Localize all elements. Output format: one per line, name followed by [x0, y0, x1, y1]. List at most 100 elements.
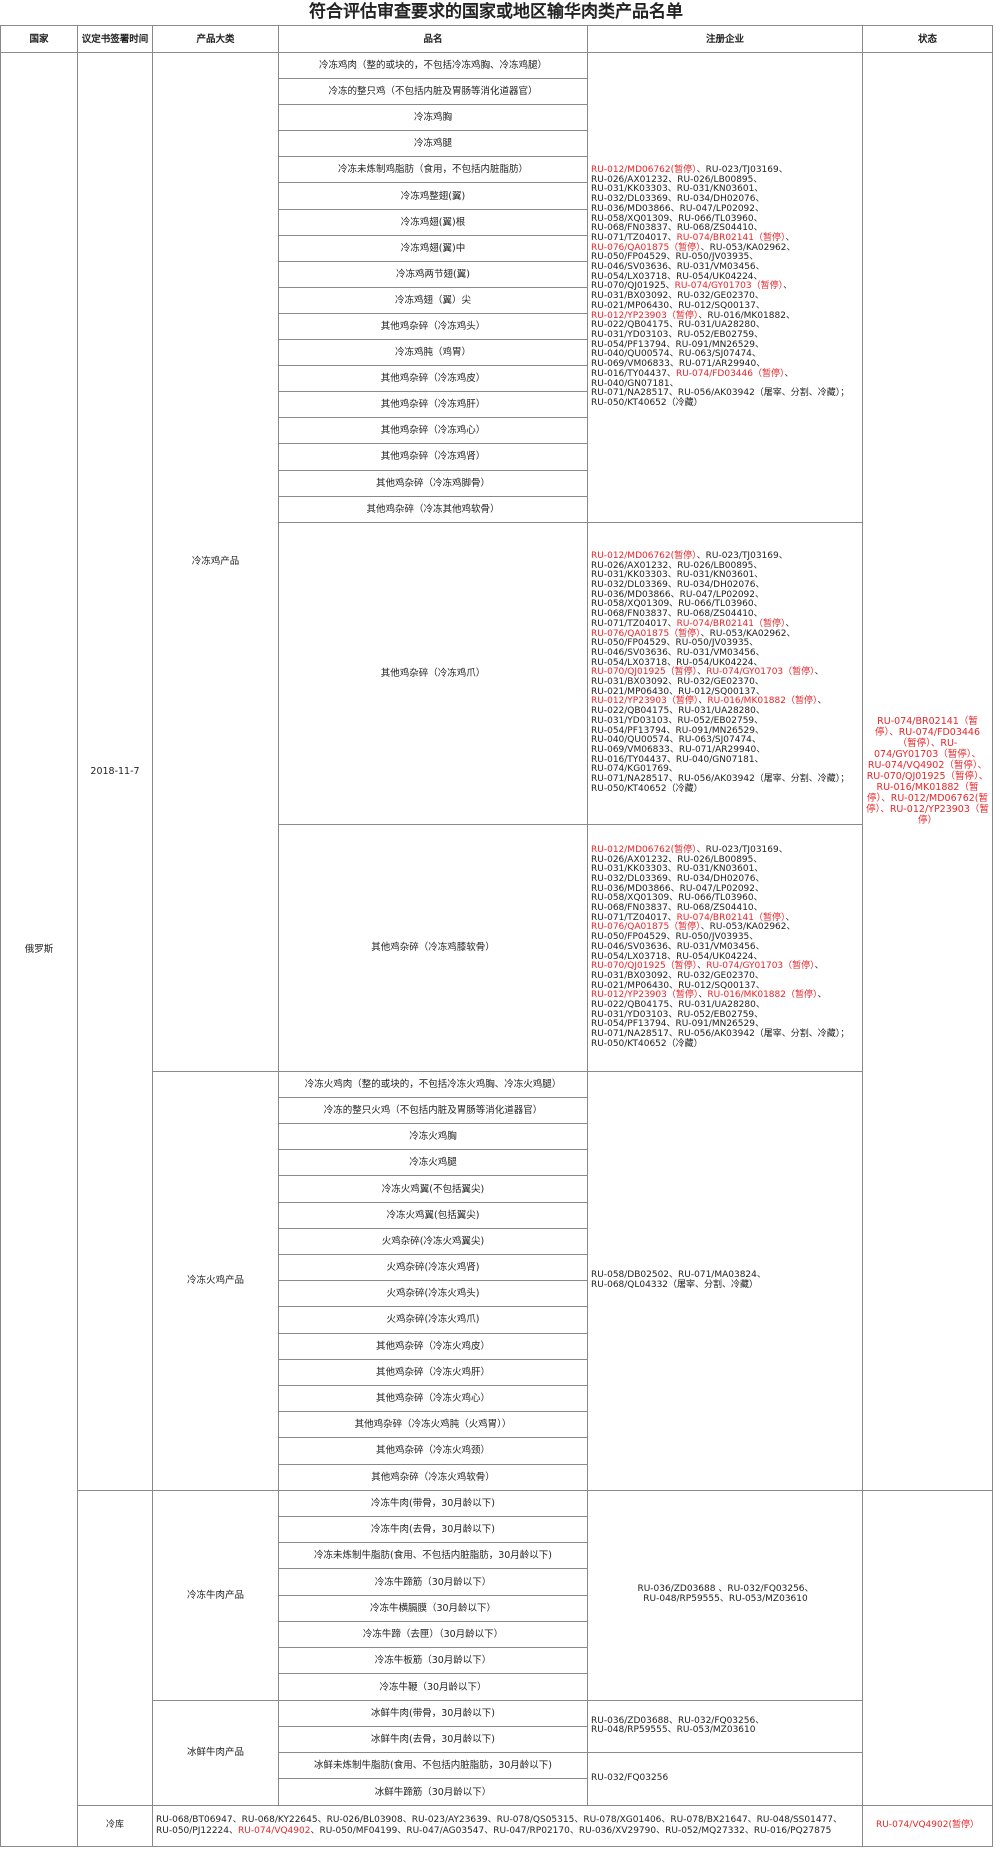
suspended-company: RU-074/BR02141（暂停）	[676, 912, 786, 923]
company-line: RU-058/XQ01309、RU-066/TL03960、	[591, 214, 860, 225]
product-name-cell: 其他鸡杂碎（冷冻火鸡皮）	[278, 1332, 588, 1360]
company-line: RU-076/QA01875（暂停）、RU-053/KA02962、	[591, 629, 860, 640]
company-line: RU-016/TY04437、RU-074/FD03446（暂停）、	[591, 368, 860, 380]
company-text: RU-054/PF13794、RU-091/MN26529、	[591, 725, 764, 736]
table-row: 冷冻未炼制鸡脂肪（食用，不包括内脏脂肪）	[1, 156, 993, 184]
company-text: RU-058/XQ01309、RU-066/TL03960、	[591, 599, 763, 610]
registered-companies-cell: RU-058/DB02502、RU-071/MA03824、 RU-068/QL0…	[587, 1070, 863, 1491]
company-text: RU-031/KK03303、RU-031/KN03601、	[591, 184, 764, 195]
product-name-cell: 冷冻鸡翅(翼)根	[278, 208, 588, 236]
company-line: RU-071/NA28517、RU-056/AK03942（屠宰、分割、冷藏）；	[591, 774, 860, 785]
company-text: RU-054/PF13794、RU-091/MN26529、	[591, 339, 764, 350]
company-line: RU-048/RP59555、RU-053/MZ03610	[591, 1594, 860, 1605]
table-row: 冷冻火鸡翼(包括翼尖)	[1, 1201, 993, 1229]
company-line: RU-040/GN07181、	[591, 378, 860, 390]
company-text: RU-054/LX03718、RU-054/UK04224、	[591, 657, 763, 668]
table-row: 冷冻鸡翅(翼)根	[1, 208, 993, 236]
product-name-cell: 火鸡杂碎(冷冻火鸡爪)	[278, 1306, 588, 1334]
product-name-cell: 其他鸡杂碎（冷冻鸡爪）	[278, 521, 588, 825]
table-row: 其他鸡杂碎（冷冻火鸡软骨）	[1, 1463, 993, 1491]
company-line: RU-036/MD03866、RU-047/LP02092、	[591, 590, 860, 601]
company-text: RU-040/QU00574、RU-063/SJ07474、	[591, 735, 761, 746]
table-row: 冷冻牛肉(去骨，30月龄以下)	[1, 1515, 993, 1544]
product-name-cell: 冷冻鸡胸	[278, 104, 588, 132]
category-cell: 冷冻鸡产品	[152, 52, 279, 1072]
company-line: RU-031/YD03103、RU-052/EB02759、	[591, 1009, 860, 1021]
company-line: RU-068/FN03837、RU-068/ZS04410、	[591, 609, 860, 620]
header-registered-companies: 注册企业	[587, 25, 863, 53]
company-line: RU-054/PF13794、RU-091/MN26529、	[591, 1020, 860, 1030]
company-text: RU-026/AX01232、RU-026/LB00895、	[591, 174, 763, 185]
table-row: 火鸡杂碎(冷冻火鸡头)	[1, 1280, 993, 1308]
company-text: 、	[814, 667, 824, 678]
company-text: RU-054/LX03718、RU-054/UK04224、	[591, 951, 763, 962]
product-name-cell: 冷冻火鸡翼(包括翼尖)	[278, 1201, 588, 1229]
company-text: RU-048/RP59555、RU-053/MZ03610	[591, 1725, 756, 1736]
company-line: RU-012/YP23903（暂停）、RU-016/MK01882（暂停）、	[591, 990, 860, 1001]
company-line: RU-069/VM06833、RU-071/AR29940、	[591, 359, 860, 370]
table-row: 俄罗斯 2018-11-7 冷冻鸡产品 冷冻鸡肉（整的或块的，不包括冷冻鸡胸、冷冻鸡腿…	[0, 51, 993, 1847]
company-text: RU-071/NA28517、RU-056/AK03942（屠宰、分割、冷藏）；	[591, 388, 850, 399]
company-line: RU-050/PJ12224、RU-074/VQ4902、RU-050/MF04…	[156, 1826, 860, 1837]
product-name-cell: 冰鲜牛蹄筋（30月龄以下）	[278, 1778, 588, 1806]
table-row: 冷冻鸡肫（鸡胃）	[1, 339, 993, 367]
company-text: RU-071/NA28517、RU-056/AK03942（屠宰、分割、冷藏）；	[591, 1029, 850, 1040]
company-line: RU-070/QJ01925（暂停）、RU-074/GY01703（暂停）、	[591, 667, 860, 678]
company-text: 、	[785, 912, 795, 923]
company-text: RU-069/VM06833、RU-071/AR29940、	[591, 744, 766, 755]
company-text: RU-032/DL03369、RU-034/DH02076、	[591, 194, 765, 205]
company-line: RU-054/LX03718、RU-054/UK04224、	[591, 951, 860, 963]
table-row: 其他鸡杂碎（冷冻鸡膝软骨） RU-012/MD06762(暂停）、RU-023/T…	[1, 823, 993, 1072]
company-text: RU-031/YD03103、RU-052/EB02759、	[591, 1009, 764, 1020]
registered-companies-cell: RU-036/ZD03688、RU-032/FQ03256、 RU-048/RP5…	[587, 1699, 863, 1754]
company-line: RU-031/BX03092、RU-032/GE02370、	[591, 677, 860, 688]
company-text: RU-069/VM06833、RU-071/AR29940、	[591, 359, 766, 370]
company-line: RU-031/YD03103、RU-052/EB02759、	[591, 330, 860, 341]
company-text: 、RU-023/TJ03169、	[696, 844, 788, 855]
company-text: RU-068/BT06947、RU-068/KY22645、RU-026/BL0…	[156, 1814, 843, 1825]
company-text: RU-032/DL03369、RU-034/DH02076、	[591, 873, 765, 884]
table-row: 冷冻鸡翅(翼)中	[1, 234, 993, 262]
table-row: 火鸡杂碎(冷冻火鸡肾)	[1, 1253, 993, 1282]
table-row: 冷冻火鸡胸	[1, 1123, 993, 1151]
company-text: RU-074/KG01769、	[591, 764, 678, 775]
company-line: RU-050/KT40652（冷藏）	[591, 1039, 860, 1050]
status-cell: RU-074/BR02141（暂停）、RU-074/FD03446（暂停）、RU…	[862, 52, 993, 1491]
product-name-cell: 冷冻鸡两节翅(翼)	[278, 260, 588, 288]
product-name-cell: 冷冻鸡肉（整的或块的，不包括冷冻鸡胸、冷冻鸡腿）	[278, 51, 588, 80]
company-line: RU-054/LX03718、RU-054/UK04224、	[591, 657, 860, 669]
company-line: RU-031/YD03103、RU-052/EB02759、	[591, 716, 860, 727]
country-cell: 俄罗斯	[0, 52, 78, 1847]
company-line: RU-058/XQ01309、RU-066/TL03960、	[591, 893, 860, 904]
company-line: RU-032/DL03369、RU-034/DH02076、	[591, 194, 860, 205]
suspended-company: RU-012/MD06762(暂停）	[591, 165, 697, 176]
company-text: 、	[698, 990, 708, 1001]
suspended-company: RU-016/MK01882（暂停）	[707, 990, 818, 1001]
company-line: RU-076/QA01875（暂停）、RU-053/KA02962、	[591, 923, 860, 933]
company-line: RU-031/KK03303、RU-031/KN03601、	[591, 185, 860, 195]
company-text: RU-040/GN07181、	[591, 378, 679, 389]
company-text: RU-058/XQ01309、RU-066/TL03960、	[591, 893, 763, 904]
company-text: RU-058/DB02502、RU-071/MA03824、	[591, 1269, 766, 1280]
product-name-cell: 冰鲜未炼制牛脂肪(食用、不包括内脏脂肪，30月龄以下)	[278, 1752, 588, 1780]
table-row: 冷冻火鸡腿	[1, 1149, 993, 1177]
company-text: RU-022/QB04175、RU-031/UA28280、	[591, 1000, 765, 1011]
company-text: RU-016/TY04437、	[591, 368, 676, 379]
product-name-cell: 其他鸡杂碎（冷冻火鸡心）	[278, 1384, 588, 1413]
company-line: RU-031/BX03092、RU-032/GE02370、	[591, 971, 860, 982]
company-text: RU-026/AX01232、RU-026/LB00895、	[591, 854, 763, 865]
company-line: RU-076/QA01875（暂停）、RU-053/KA02962、	[591, 243, 860, 254]
company-text: RU-032/DL03369、RU-034/DH02076、	[591, 580, 765, 590]
product-name-cell: 冷冻牛横膈膜（30月龄以下）	[278, 1594, 588, 1622]
company-line: RU-068/BT06947、RU-068/KY22645、RU-026/BL0…	[156, 1815, 860, 1826]
company-line: RU-021/MP06430、RU-012/SQ00137、	[591, 301, 860, 312]
company-text: RU-031/KK03303、RU-031/KN03601、	[591, 864, 764, 875]
company-text: RU-050/FP04529、RU-050/JV03935、	[591, 932, 759, 943]
product-name-cell: 其他鸡杂碎（冷冻鸡心）	[278, 417, 588, 445]
table-row: 冷冻鸡两节翅(翼)	[1, 260, 993, 288]
company-line: RU-058/XQ01309、RU-066/TL03960、	[591, 600, 860, 610]
company-line: RU-050/KT40652（冷藏）	[591, 784, 860, 795]
product-name-cell: 其他鸡杂碎（冷冻鸡肾）	[278, 443, 588, 471]
product-name-cell: 火鸡杂碎(冷冻火鸡头)	[278, 1280, 588, 1308]
product-name-cell: 其他鸡杂碎（冷冻火鸡肫（火鸡胃））	[278, 1411, 588, 1439]
